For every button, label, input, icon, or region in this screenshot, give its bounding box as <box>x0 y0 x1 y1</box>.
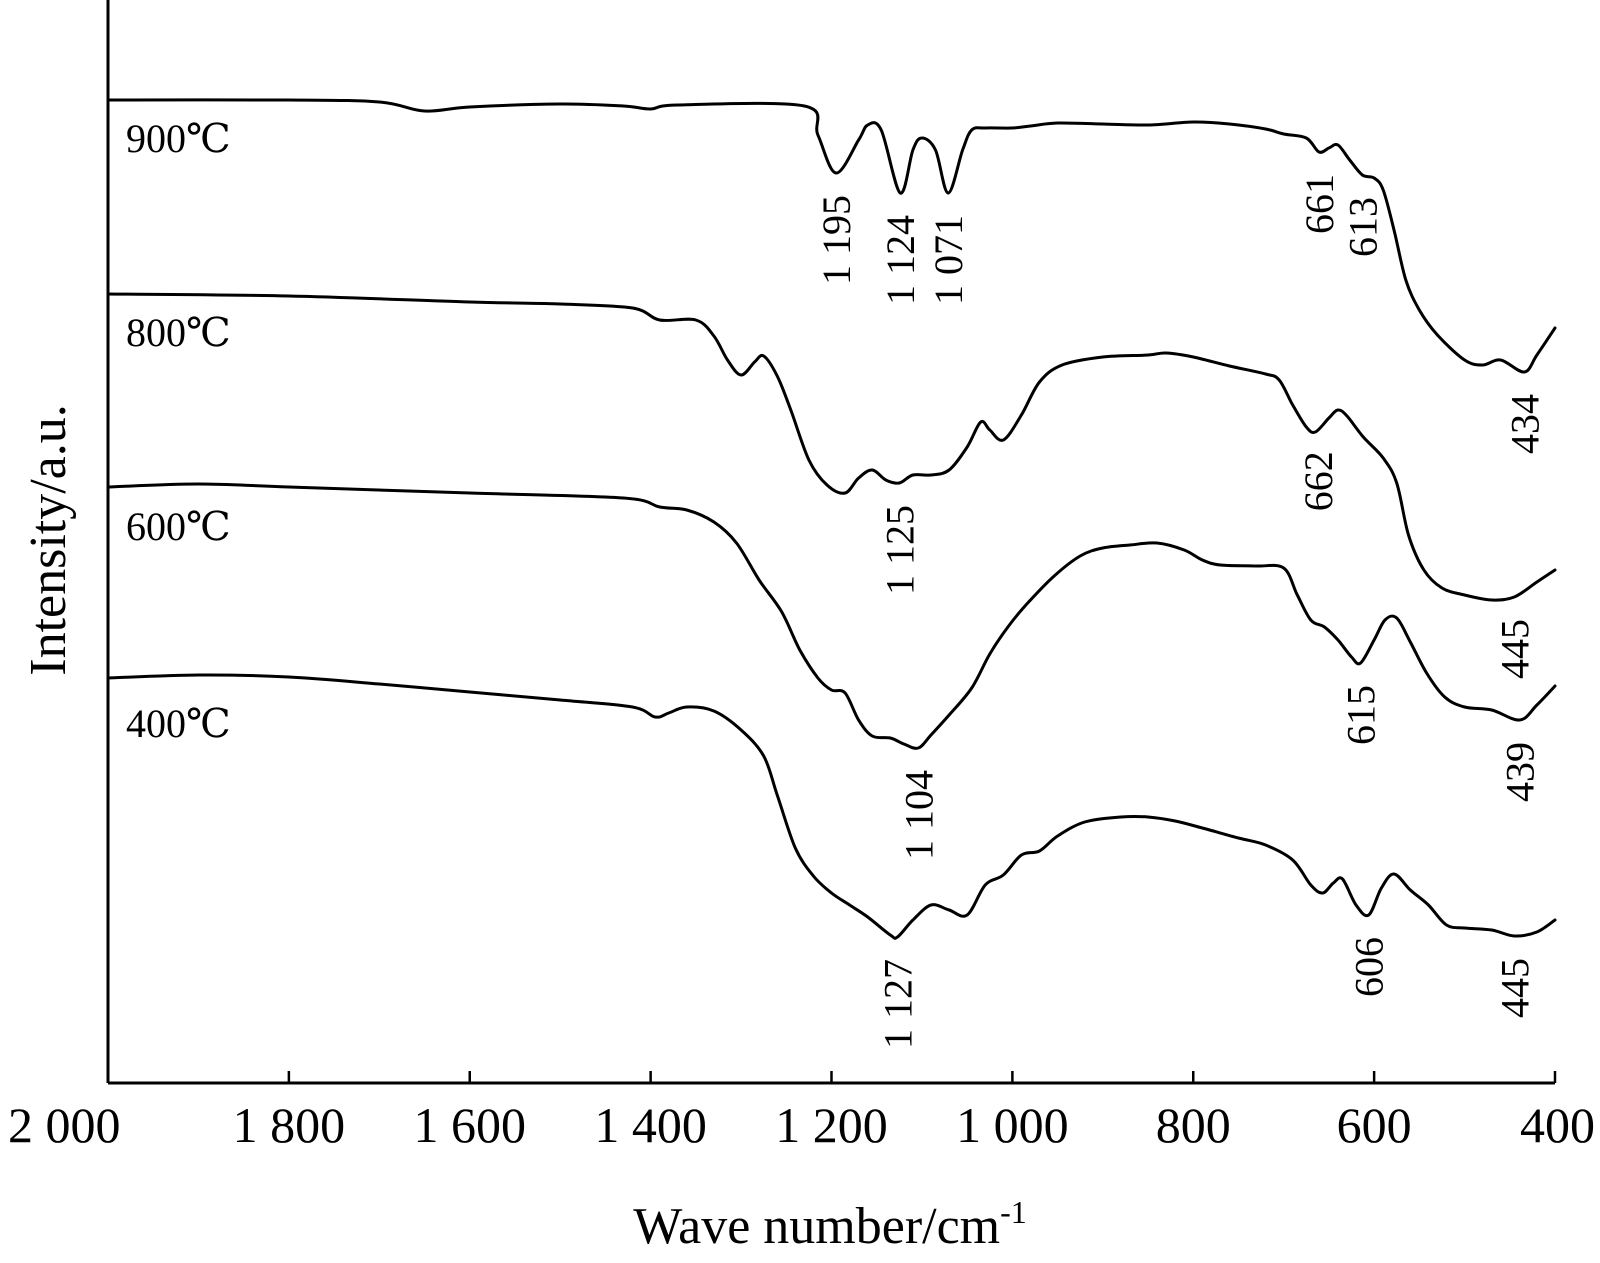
peak-label: 606 <box>1347 937 1392 997</box>
x-axis-title: Wave number/cm-1 <box>633 1194 1027 1255</box>
x-tick-label: 400 <box>1520 1097 1595 1153</box>
peak-label: 615 <box>1339 685 1384 745</box>
x-tick-label: 1 000 <box>956 1097 1069 1153</box>
series-line <box>106 292 1557 602</box>
x-ticks: 2 000 1 800 1 600 1 400 1 200 1 000 800 600 400 <box>8 1071 1595 1153</box>
series-line <box>106 98 1557 374</box>
x-tick-label: 1 200 <box>775 1097 888 1153</box>
x-axis-title-superscript: -1 <box>1000 1194 1027 1230</box>
peak-label: 661 <box>1297 174 1342 234</box>
x-tick-label: 1 600 <box>414 1097 527 1153</box>
series-label: 900℃ <box>126 116 231 161</box>
peak-label: 613 <box>1340 197 1385 257</box>
peak-label: 1 195 <box>814 195 859 285</box>
peak-label: 439 <box>1498 742 1543 802</box>
peak-label: 1 124 <box>878 215 923 305</box>
peak-label: 1 071 <box>926 215 971 305</box>
series-line <box>106 673 1557 940</box>
series-line <box>106 482 1557 750</box>
peak-label: 445 <box>1492 958 1537 1018</box>
peak-label: 1 125 <box>877 505 922 595</box>
x-tick-label: 2 000 <box>8 1097 121 1153</box>
series-label: 400℃ <box>126 701 231 746</box>
x-tick-label: 600 <box>1337 1097 1412 1153</box>
peak-label: 434 <box>1502 394 1547 454</box>
x-tick-label: 1 800 <box>233 1097 346 1153</box>
peak-label: 662 <box>1296 451 1341 511</box>
axes <box>106 0 1555 1085</box>
series-label: 800℃ <box>126 310 231 355</box>
x-tick-label: 800 <box>1156 1097 1231 1153</box>
peak-label: 1 127 <box>876 959 921 1049</box>
series-label: 600℃ <box>126 504 231 549</box>
peak-label: 445 <box>1492 619 1537 679</box>
y-axis-title: Intensity/a.u. <box>20 404 77 676</box>
series-2: 600℃ 1 104 615 439 <box>106 482 1557 860</box>
series-3: 400℃ 1 127 606 445 <box>106 673 1557 1049</box>
series-1: 800℃ 1 125 662 445 <box>106 292 1557 679</box>
x-tick-label: 1 400 <box>594 1097 707 1153</box>
peak-label: 1 104 <box>896 770 941 860</box>
